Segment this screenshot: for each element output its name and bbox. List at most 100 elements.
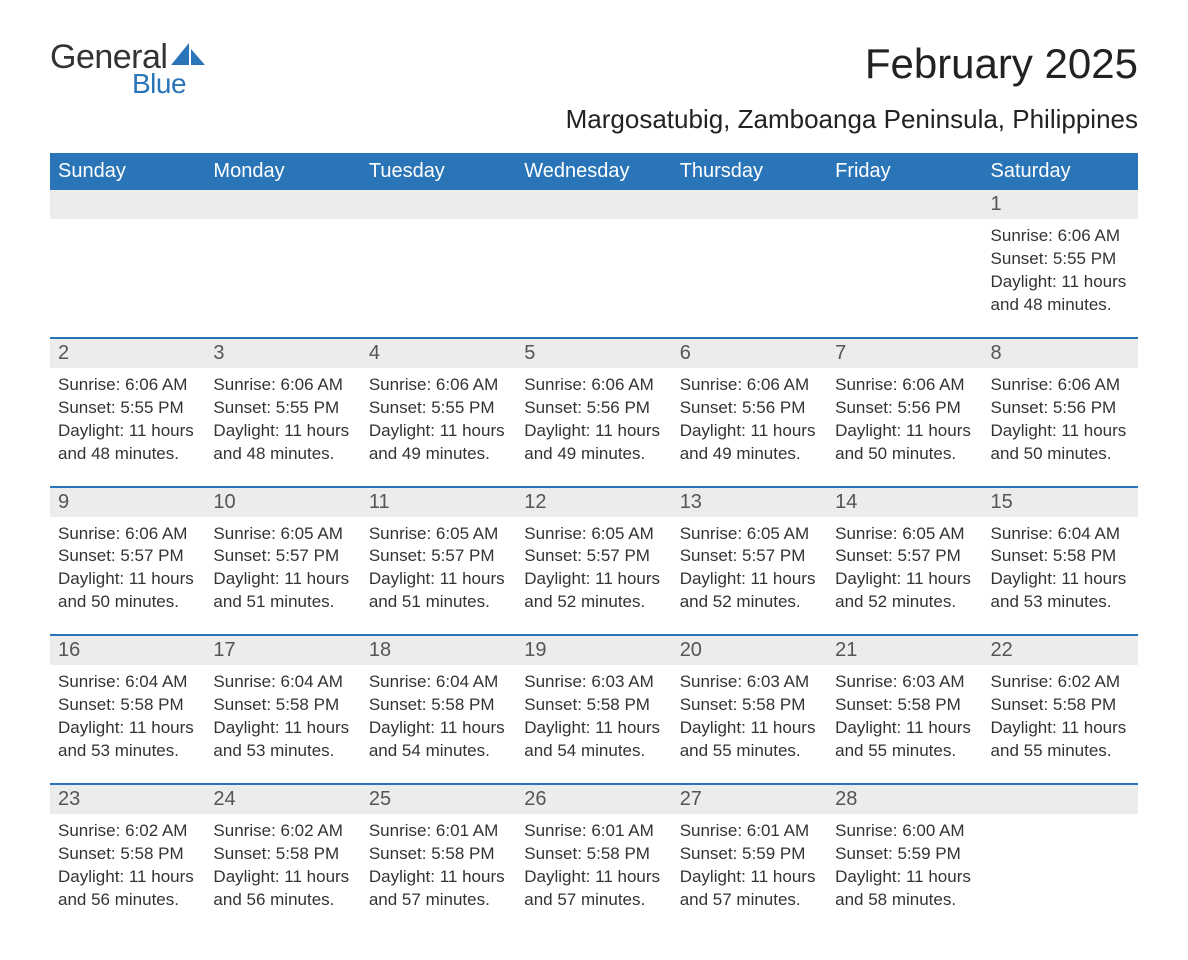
week-body: Sunrise: 6:04 AMSunset: 5:58 PMDaylight:… xyxy=(50,665,1138,783)
daylight-text: Daylight: 11 hours and 57 minutes. xyxy=(369,866,508,912)
day-cell: Sunrise: 6:06 AMSunset: 5:55 PMDaylight:… xyxy=(205,368,360,486)
day-header: Monday xyxy=(205,153,360,190)
day-header: Friday xyxy=(827,153,982,190)
sunset-text: Sunset: 5:57 PM xyxy=(58,545,197,568)
week-daynums: 16 17 18 19 20 21 22 xyxy=(50,636,1138,665)
day-number xyxy=(983,785,1138,814)
sunrise-text: Sunrise: 6:00 AM xyxy=(835,820,974,843)
day-number xyxy=(672,190,827,219)
day-number: 8 xyxy=(983,339,1138,368)
day-number: 18 xyxy=(361,636,516,665)
sunset-text: Sunset: 5:58 PM xyxy=(991,545,1130,568)
sunrise-text: Sunrise: 6:01 AM xyxy=(524,820,663,843)
title-block: February 2025 xyxy=(865,40,1138,88)
day-number: 28 xyxy=(827,785,982,814)
day-cell xyxy=(672,219,827,337)
day-number: 26 xyxy=(516,785,671,814)
day-cell: Sunrise: 6:06 AMSunset: 5:56 PMDaylight:… xyxy=(983,368,1138,486)
day-number: 13 xyxy=(672,488,827,517)
sunrise-text: Sunrise: 6:05 AM xyxy=(213,523,352,546)
day-cell: Sunrise: 6:06 AMSunset: 5:56 PMDaylight:… xyxy=(827,368,982,486)
daylight-text: Daylight: 11 hours and 49 minutes. xyxy=(524,420,663,466)
sunset-text: Sunset: 5:58 PM xyxy=(369,843,508,866)
logo-sail-icon xyxy=(171,43,205,71)
sunset-text: Sunset: 5:56 PM xyxy=(835,397,974,420)
sunrise-text: Sunrise: 6:05 AM xyxy=(680,523,819,546)
sunset-text: Sunset: 5:59 PM xyxy=(680,843,819,866)
daylight-text: Daylight: 11 hours and 52 minutes. xyxy=(524,568,663,614)
day-number: 9 xyxy=(50,488,205,517)
day-number xyxy=(50,190,205,219)
week-daynums: 2 3 4 5 6 7 8 xyxy=(50,339,1138,368)
daylight-text: Daylight: 11 hours and 57 minutes. xyxy=(680,866,819,912)
sunset-text: Sunset: 5:58 PM xyxy=(213,694,352,717)
sunset-text: Sunset: 5:58 PM xyxy=(213,843,352,866)
week-row: 16 17 18 19 20 21 22 Sunrise: 6:04 AMSun… xyxy=(50,634,1138,783)
day-cell xyxy=(361,219,516,337)
sunrise-text: Sunrise: 6:03 AM xyxy=(680,671,819,694)
week-row: 2 3 4 5 6 7 8 Sunrise: 6:06 AMSunset: 5:… xyxy=(50,337,1138,486)
sunrise-text: Sunrise: 6:03 AM xyxy=(835,671,974,694)
sunset-text: Sunset: 5:58 PM xyxy=(369,694,508,717)
sunset-text: Sunset: 5:57 PM xyxy=(835,545,974,568)
week-body: Sunrise: 6:06 AMSunset: 5:57 PMDaylight:… xyxy=(50,517,1138,635)
sunrise-text: Sunrise: 6:04 AM xyxy=(991,523,1130,546)
daylight-text: Daylight: 11 hours and 48 minutes. xyxy=(213,420,352,466)
sunrise-text: Sunrise: 6:01 AM xyxy=(369,820,508,843)
sunrise-text: Sunrise: 6:05 AM xyxy=(369,523,508,546)
daylight-text: Daylight: 11 hours and 52 minutes. xyxy=(680,568,819,614)
sunrise-text: Sunrise: 6:06 AM xyxy=(58,374,197,397)
sunrise-text: Sunrise: 6:03 AM xyxy=(524,671,663,694)
daylight-text: Daylight: 11 hours and 55 minutes. xyxy=(680,717,819,763)
day-cell: Sunrise: 6:03 AMSunset: 5:58 PMDaylight:… xyxy=(516,665,671,783)
day-number: 5 xyxy=(516,339,671,368)
sunset-text: Sunset: 5:59 PM xyxy=(835,843,974,866)
day-cell: Sunrise: 6:04 AMSunset: 5:58 PMDaylight:… xyxy=(983,517,1138,635)
sunset-text: Sunset: 5:57 PM xyxy=(524,545,663,568)
day-cell: Sunrise: 6:04 AMSunset: 5:58 PMDaylight:… xyxy=(50,665,205,783)
sunset-text: Sunset: 5:58 PM xyxy=(835,694,974,717)
day-cell: Sunrise: 6:02 AMSunset: 5:58 PMDaylight:… xyxy=(983,665,1138,783)
day-number xyxy=(361,190,516,219)
sunrise-text: Sunrise: 6:05 AM xyxy=(524,523,663,546)
day-cell: Sunrise: 6:06 AMSunset: 5:55 PMDaylight:… xyxy=(50,368,205,486)
day-cell: Sunrise: 6:06 AMSunset: 5:56 PMDaylight:… xyxy=(672,368,827,486)
day-cell: Sunrise: 6:04 AMSunset: 5:58 PMDaylight:… xyxy=(361,665,516,783)
day-cell: Sunrise: 6:05 AMSunset: 5:57 PMDaylight:… xyxy=(672,517,827,635)
day-number: 16 xyxy=(50,636,205,665)
daylight-text: Daylight: 11 hours and 53 minutes. xyxy=(213,717,352,763)
day-number: 24 xyxy=(205,785,360,814)
daylight-text: Daylight: 11 hours and 50 minutes. xyxy=(991,420,1130,466)
daylight-text: Daylight: 11 hours and 55 minutes. xyxy=(835,717,974,763)
day-cell: Sunrise: 6:06 AM Sunset: 5:55 PM Dayligh… xyxy=(983,219,1138,337)
day-header: Thursday xyxy=(672,153,827,190)
day-number: 11 xyxy=(361,488,516,517)
day-cell: Sunrise: 6:05 AMSunset: 5:57 PMDaylight:… xyxy=(827,517,982,635)
day-number: 6 xyxy=(672,339,827,368)
daylight-text: Daylight: 11 hours and 54 minutes. xyxy=(369,717,508,763)
daylight-text: Daylight: 11 hours and 50 minutes. xyxy=(58,568,197,614)
sunset-text: Sunset: 5:55 PM xyxy=(991,248,1130,271)
week-row: 1 Sunrise: 6:06 AM Sunset: 5:55 PM Dayli… xyxy=(50,190,1138,337)
day-cell: Sunrise: 6:04 AMSunset: 5:58 PMDaylight:… xyxy=(205,665,360,783)
day-header-row: Sunday Monday Tuesday Wednesday Thursday… xyxy=(50,153,1138,190)
day-cell: Sunrise: 6:05 AMSunset: 5:57 PMDaylight:… xyxy=(205,517,360,635)
day-number: 4 xyxy=(361,339,516,368)
sunset-text: Sunset: 5:58 PM xyxy=(524,694,663,717)
day-cell: Sunrise: 6:01 AMSunset: 5:58 PMDaylight:… xyxy=(361,814,516,920)
week-daynums: 23 24 25 26 27 28 xyxy=(50,785,1138,814)
week-row: 9 10 11 12 13 14 15 Sunrise: 6:06 AMSuns… xyxy=(50,486,1138,635)
day-header: Wednesday xyxy=(516,153,671,190)
week-daynums: 1 xyxy=(50,190,1138,219)
daylight-text: Daylight: 11 hours and 49 minutes. xyxy=(369,420,508,466)
sunrise-text: Sunrise: 6:06 AM xyxy=(991,374,1130,397)
page: General Blue February 2025 Margosatubig,… xyxy=(0,0,1188,960)
daylight-text: Daylight: 11 hours and 48 minutes. xyxy=(991,271,1130,317)
daylight-text: Daylight: 11 hours and 53 minutes. xyxy=(58,717,197,763)
day-cell xyxy=(827,219,982,337)
sunrise-text: Sunrise: 6:06 AM xyxy=(991,225,1130,248)
sunset-text: Sunset: 5:58 PM xyxy=(58,843,197,866)
day-cell xyxy=(50,219,205,337)
daylight-text: Daylight: 11 hours and 56 minutes. xyxy=(213,866,352,912)
sunset-text: Sunset: 5:58 PM xyxy=(524,843,663,866)
